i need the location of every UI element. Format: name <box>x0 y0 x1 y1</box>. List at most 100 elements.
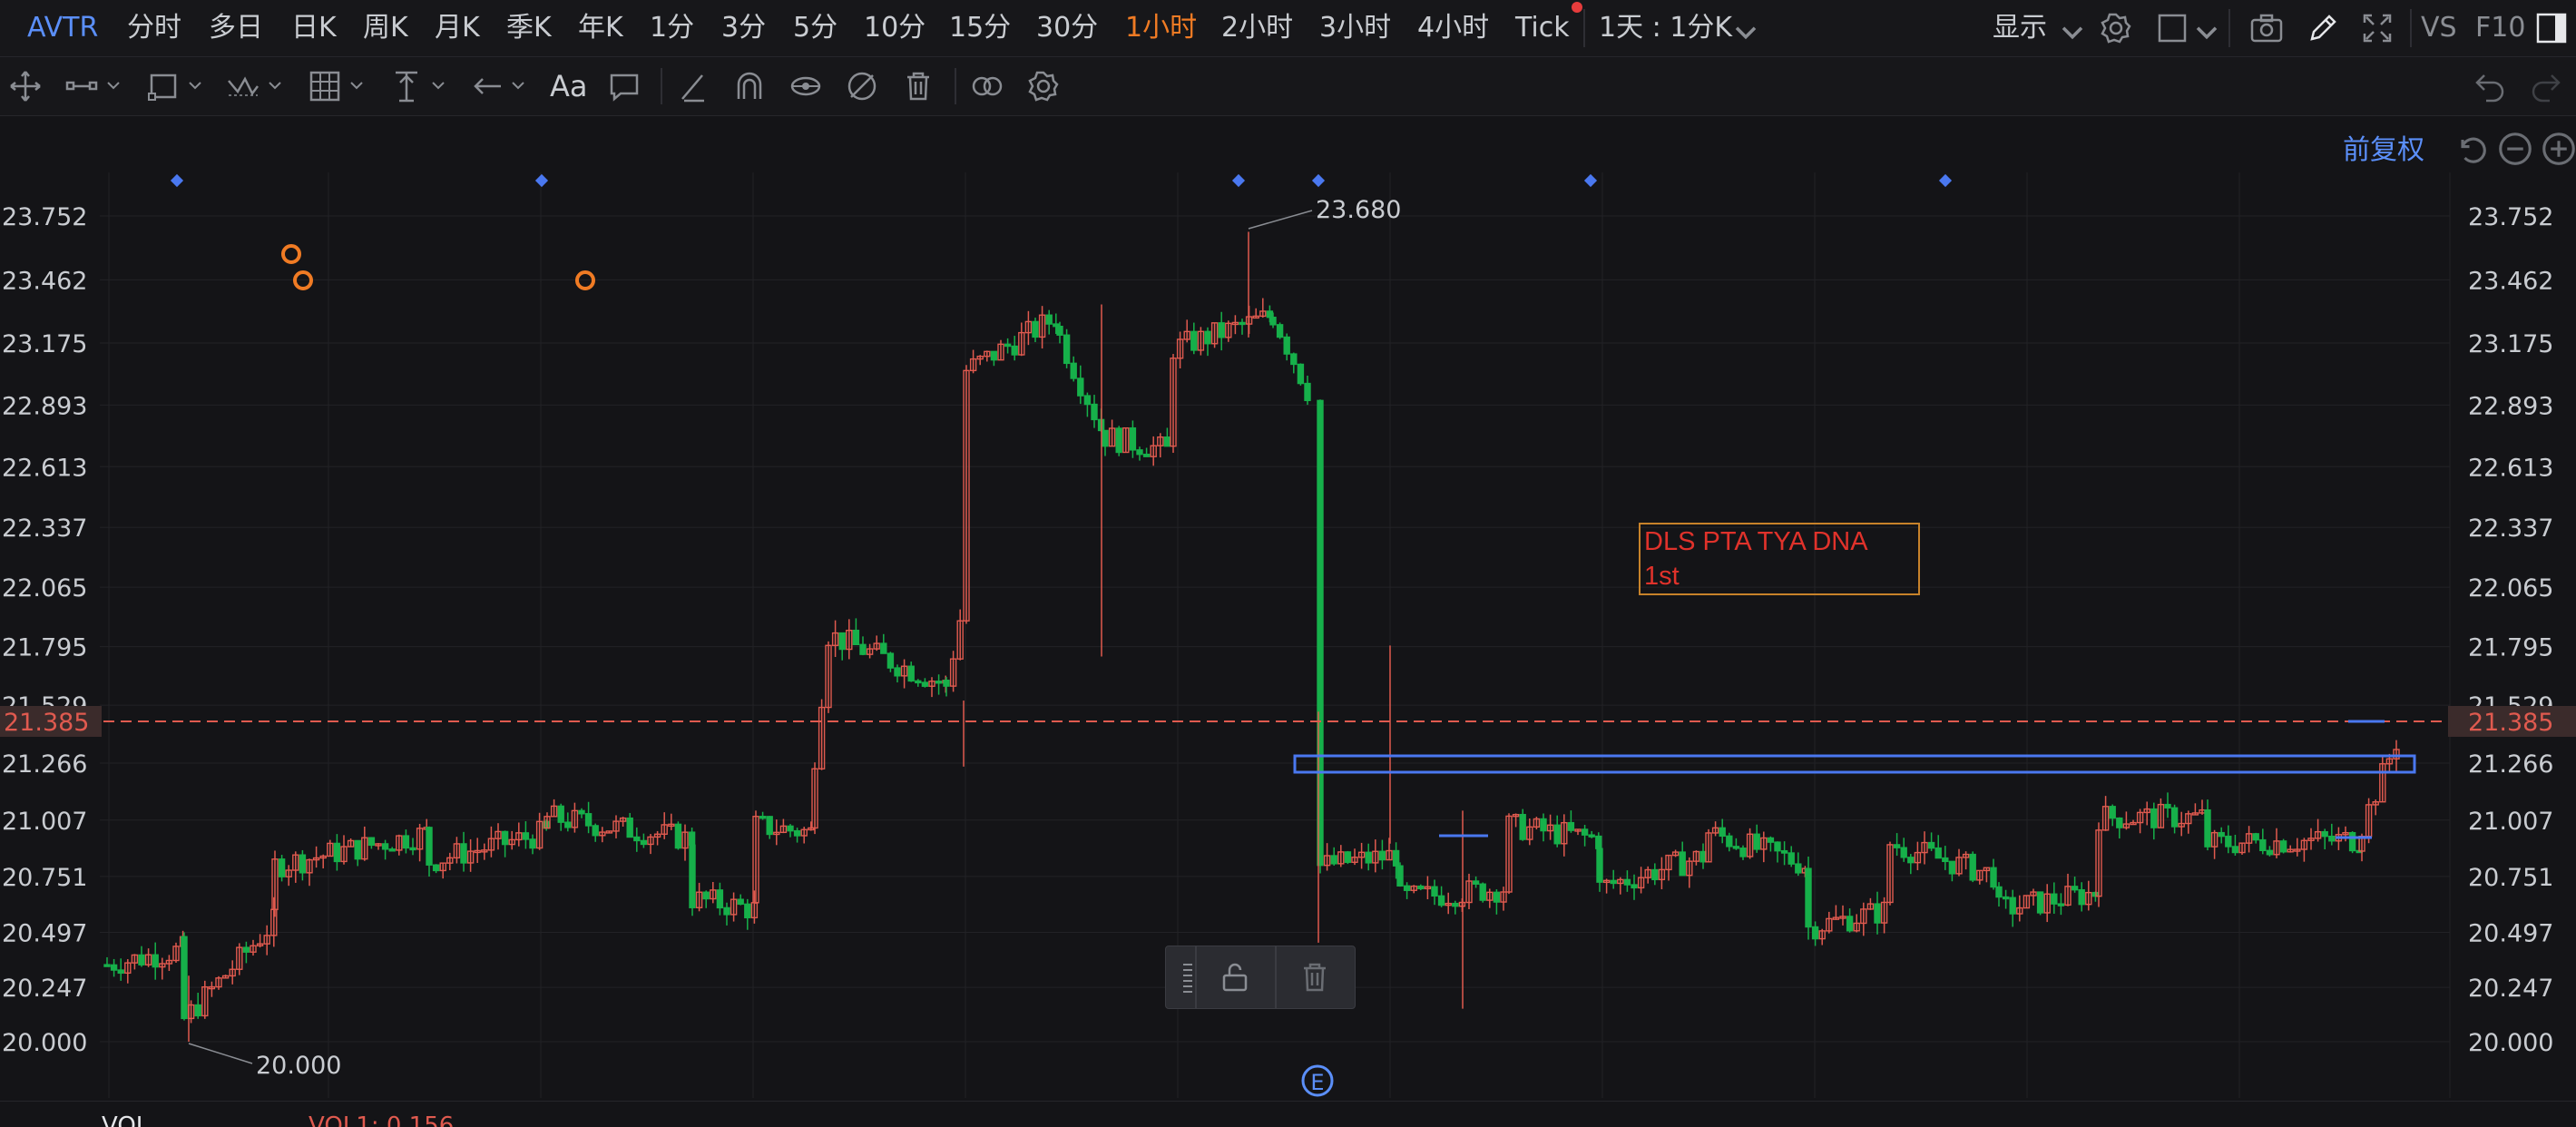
orange-circle-marker[interactable] <box>575 270 595 290</box>
pen-icon[interactable] <box>675 68 711 104</box>
candle-body <box>1129 426 1137 451</box>
candlestick-chart-svg[interactable]: 23.680 20.000 E 23.752 23.752 23.462 23.462… <box>0 116 2576 1101</box>
candle-body <box>1610 879 1617 885</box>
comment-icon[interactable] <box>606 68 642 104</box>
text-tool-button[interactable]: Aa <box>550 69 588 103</box>
timeframe-15min[interactable]: 15分 <box>949 12 1012 44</box>
candle-body <box>2116 817 2123 828</box>
candle-body <box>1631 884 1638 889</box>
timeframe-week[interactable]: 周K <box>363 12 408 44</box>
candle-body <box>825 644 832 709</box>
candle-body <box>1990 867 1997 888</box>
candle-body <box>1623 878 1631 886</box>
timeframe-10min[interactable]: 10分 <box>864 12 926 44</box>
candle-body <box>409 847 416 851</box>
candle-body <box>453 843 461 859</box>
timeframe-day[interactable]: 日K <box>291 12 337 44</box>
candle-body <box>1581 828 1589 836</box>
candle-body <box>1962 853 1970 858</box>
chevron-down-icon[interactable] <box>105 77 122 93</box>
timeframe-3min[interactable]: 3分 <box>721 12 767 44</box>
vertical-measure-icon[interactable] <box>388 68 425 104</box>
zoom-in-icon[interactable] <box>2541 131 2575 165</box>
timeframe-quarter[interactable]: 季K <box>506 12 552 44</box>
ticker-symbol[interactable]: AVTR <box>27 12 99 44</box>
candle-body <box>1045 314 1053 325</box>
compare-vs-button[interactable]: VS <box>2421 12 2457 44</box>
candle-body <box>1330 855 1337 865</box>
timeframe-5min[interactable]: 5分 <box>793 12 838 44</box>
chevron-down-icon[interactable] <box>2189 14 2218 40</box>
price-axis-label-right: 23.752 <box>2468 203 2553 231</box>
reset-icon[interactable] <box>2454 131 2486 163</box>
redo-icon[interactable] <box>2528 68 2564 104</box>
chevron-down-icon[interactable] <box>2054 14 2083 40</box>
settings-gear-icon[interactable] <box>2098 10 2134 46</box>
eye-lock-icon[interactable] <box>788 68 824 104</box>
current-price-tag-right <box>2448 706 2576 737</box>
candle-body <box>949 658 957 687</box>
horizontal-range-box[interactable] <box>1293 754 2416 774</box>
orange-circle-marker[interactable] <box>293 270 313 290</box>
wave-tool-icon[interactable] <box>225 68 261 104</box>
event-diamond-marker <box>1938 173 1953 188</box>
move-crosshair-icon[interactable] <box>7 68 44 104</box>
timeframe-month[interactable]: 月K <box>435 12 480 44</box>
timeframe-3hour[interactable]: 3小时 <box>1319 12 1392 44</box>
timeframe-multiday[interactable]: 多日 <box>209 12 263 44</box>
chevron-down-icon[interactable] <box>348 77 365 93</box>
camera-icon[interactable] <box>2248 10 2285 46</box>
indicator-name[interactable]: VOL <box>102 1112 150 1127</box>
chevron-down-icon[interactable] <box>430 77 446 93</box>
timeframe-30min[interactable]: 30分 <box>1036 12 1099 44</box>
candle-body <box>1934 847 1942 859</box>
timeframe-tick[interactable]: Tick <box>1515 12 1570 44</box>
chevron-down-icon[interactable] <box>267 77 283 93</box>
timeframe-2hour[interactable]: 2小时 <box>1221 12 1294 44</box>
rectangle-tool-icon[interactable] <box>145 68 181 104</box>
f10-button[interactable]: F10 <box>2475 12 2526 44</box>
fullscreen-icon[interactable] <box>2359 10 2395 46</box>
candle-body <box>1969 853 1976 881</box>
undo-icon[interactable] <box>2472 68 2508 104</box>
timeframe-intraday[interactable]: 分时 <box>127 12 181 44</box>
price-adjustment-toggle[interactable]: 前复权 <box>2343 134 2424 166</box>
timeframe-1hour[interactable]: 1小时 <box>1125 12 1198 44</box>
zoom-out-icon[interactable] <box>2497 131 2532 165</box>
arrow-left-icon[interactable] <box>470 68 506 104</box>
candle-body <box>1102 429 1109 447</box>
price-axis-label-right: 21.266 <box>2468 750 2553 779</box>
timeframe-4hour[interactable]: 4小时 <box>1417 12 1490 44</box>
candle-body <box>626 817 633 838</box>
drag-handle-icon[interactable] <box>1170 959 1192 995</box>
display-menu[interactable]: 显示 <box>1993 12 2047 44</box>
segment-tool-icon[interactable] <box>64 68 100 104</box>
candle-body <box>1637 877 1645 889</box>
drawing-settings-gear-icon[interactable] <box>1025 68 1062 104</box>
layout-square-icon[interactable] <box>2154 10 2190 46</box>
chevron-down-icon[interactable] <box>187 77 203 93</box>
sidebar-toggle-icon[interactable] <box>2533 10 2570 46</box>
trash-icon[interactable] <box>1297 959 1333 995</box>
timeframe-year[interactable]: 年K <box>578 12 623 44</box>
trash-icon[interactable] <box>900 68 936 104</box>
chevron-down-icon[interactable] <box>510 77 526 93</box>
candle-body <box>1753 833 1760 850</box>
orange-circle-marker[interactable] <box>281 244 301 264</box>
grid-tool-icon[interactable] <box>307 68 343 104</box>
chevron-down-icon[interactable] <box>1728 14 1757 40</box>
magnet-icon[interactable] <box>731 68 768 104</box>
candle-body <box>1588 834 1595 838</box>
timeframe-1min[interactable]: 1分 <box>650 12 695 44</box>
pencil-icon[interactable] <box>2305 10 2341 46</box>
price-chart[interactable]: 23.680 20.000 E 23.752 23.752 23.462 23.462… <box>0 116 2576 1101</box>
interval-selector[interactable]: 1天 : 1分K <box>1599 12 1733 44</box>
link-circles-icon[interactable] <box>969 68 1005 104</box>
earnings-event-icon[interactable] <box>1301 1064 1334 1097</box>
candle-body <box>1774 841 1781 852</box>
price-axis-label-right: 23.462 <box>2468 267 2553 295</box>
text-annotation-box[interactable]: DLS PTA TYA DNA 1st <box>1639 523 1920 595</box>
hide-drawings-icon[interactable] <box>844 68 880 104</box>
candle-body <box>117 969 124 975</box>
unlock-icon[interactable] <box>1217 959 1253 995</box>
